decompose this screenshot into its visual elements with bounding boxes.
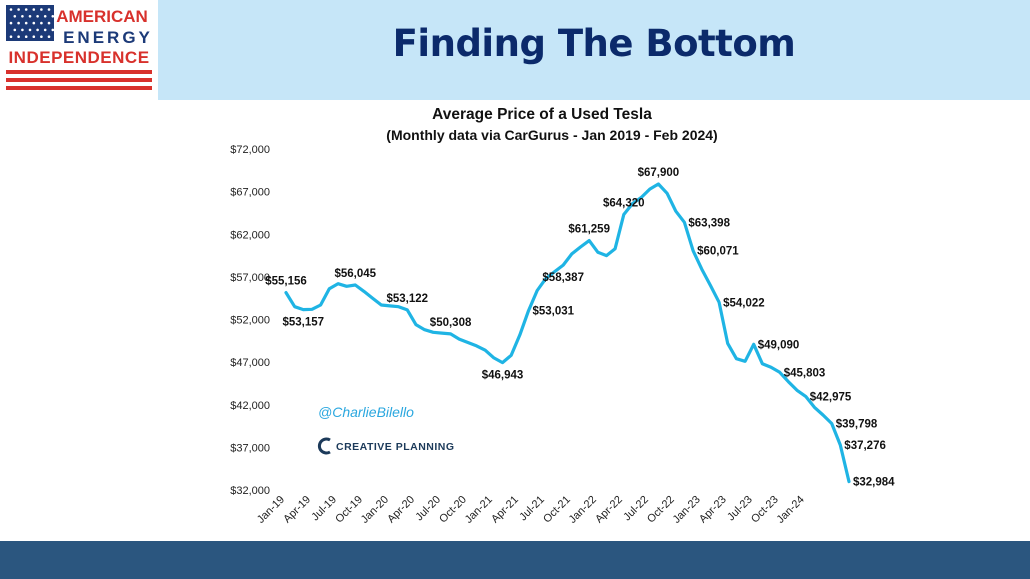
flag-stripe [6, 78, 152, 82]
flag-star [40, 35, 43, 38]
chart-title: Average Price of a Used Tesla [432, 106, 652, 123]
y-tick-label: $32,000 [230, 485, 270, 497]
flag-stripe [6, 86, 152, 90]
flag-star [17, 35, 20, 38]
flag-star [32, 21, 36, 25]
flag-star [51, 28, 55, 32]
x-tick-label: Oct-19 [333, 494, 365, 526]
flag-star [28, 28, 32, 32]
y-tick-label: $57,000 [230, 272, 270, 284]
x-tick-label: Oct-21 [541, 494, 573, 526]
flag-star [47, 8, 51, 11]
y-axis: $32,000 $37,000 $42,000 $47,000 $52,000 $57,0… [230, 144, 270, 497]
flag-canton [6, 5, 54, 41]
data-label: $32,984 [853, 477, 895, 489]
x-axis: Jan-19Apr-19Jul-19Oct-19Jan-20Apr-20Jul-… [255, 494, 807, 526]
flag-stripe [6, 70, 152, 74]
flag-star [32, 8, 36, 11]
data-label: $45,803 [784, 367, 826, 379]
x-tick-label: Oct-23 [749, 494, 781, 526]
data-label: $58,387 [542, 272, 584, 284]
data-label: $37,276 [844, 440, 886, 452]
x-tick-label: Jan-20 [359, 494, 391, 526]
data-label: $55,156 [265, 276, 307, 288]
header-bar [158, 0, 1030, 100]
x-tick-label: Apr-21 [489, 494, 521, 526]
logo-line-1: AMERICAN [56, 7, 148, 26]
y-tick-label: $37,000 [230, 442, 270, 454]
flag-star [24, 8, 28, 11]
flag-star [17, 8, 20, 11]
chart-subtitle: (Monthly data via CarGurus - Jan 2019 - … [386, 127, 717, 143]
x-tick-label: Oct-22 [645, 494, 677, 526]
x-tick-label: Jan-23 [671, 494, 703, 526]
footer-bar [0, 541, 1030, 579]
flag-star [43, 28, 47, 32]
data-label: $42,975 [810, 391, 852, 403]
y-tick-label: $52,000 [230, 315, 270, 327]
data-label: $64,320 [603, 198, 645, 210]
x-tick-label: Apr-22 [593, 494, 625, 526]
data-label: $63,398 [688, 217, 730, 229]
y-tick-label: $72,000 [230, 144, 270, 156]
logo-line-2: ENERGY [63, 28, 153, 47]
flag-star [32, 35, 36, 38]
flag-star [47, 21, 51, 25]
data-label: $53,031 [533, 306, 575, 318]
flag-star [51, 15, 55, 18]
data-label: $67,900 [638, 167, 680, 179]
flag-star [40, 21, 43, 25]
data-label: $60,071 [697, 246, 739, 258]
x-tick-label: Jan-19 [255, 494, 287, 526]
flag-star [36, 28, 39, 32]
flag-star [24, 21, 28, 25]
data-labels: $55,156 $53,157 $56,045 $53,122$50,308 $46,9… [265, 167, 895, 489]
x-tick-label: Jan-22 [567, 494, 599, 526]
series-line [284, 182, 851, 484]
flag-stars [9, 8, 55, 38]
creative-planning-icon [317, 437, 331, 455]
chart: Average Price of a Used Tesla (Monthly d… [230, 106, 895, 526]
x-tick-label: Apr-23 [697, 494, 729, 526]
x-tick-label: Apr-20 [385, 494, 417, 526]
data-label: $53,122 [387, 293, 429, 305]
watermark-brand: CREATIVE PLANNING [336, 441, 455, 453]
watermark-handle: @CharlieBilello [318, 404, 414, 420]
logo-line-3: INDEPENDENCE [8, 48, 149, 67]
data-label: $49,090 [758, 339, 800, 351]
flag-star [13, 28, 17, 32]
flag-star [21, 28, 24, 32]
flag-star [9, 8, 13, 11]
flag-star [36, 15, 39, 18]
flag-star [47, 35, 51, 38]
x-tick-label: Jan-24 [775, 494, 807, 526]
y-tick-label: $62,000 [230, 229, 270, 241]
logo: AMERICAN ENERGY INDEPENDENCE [6, 5, 153, 90]
x-tick-label: Apr-19 [281, 494, 313, 526]
x-tick-label: Oct-20 [437, 494, 469, 526]
data-label: $56,045 [335, 268, 377, 280]
data-label: $53,157 [283, 317, 325, 329]
data-label: $50,308 [430, 317, 472, 329]
flag-star [17, 21, 20, 25]
flag-star [28, 15, 32, 18]
flag-star [24, 35, 28, 38]
data-label: $39,798 [836, 419, 878, 431]
y-tick-label: $67,000 [230, 187, 270, 199]
flag-star [21, 15, 24, 18]
data-label: $61,259 [568, 224, 610, 236]
data-label: $54,022 [723, 297, 765, 309]
y-tick-label: $42,000 [230, 400, 270, 412]
flag-star [43, 15, 47, 18]
flag-star [40, 8, 43, 11]
series-layer [284, 182, 851, 484]
y-tick-label: $47,000 [230, 357, 270, 369]
flag-star [9, 35, 13, 38]
flag-star [13, 15, 17, 18]
flag-star [9, 21, 13, 25]
x-tick-label: Jan-21 [463, 494, 495, 526]
data-label: $46,943 [482, 370, 524, 382]
slide-title: Finding The Bottom [392, 22, 796, 65]
